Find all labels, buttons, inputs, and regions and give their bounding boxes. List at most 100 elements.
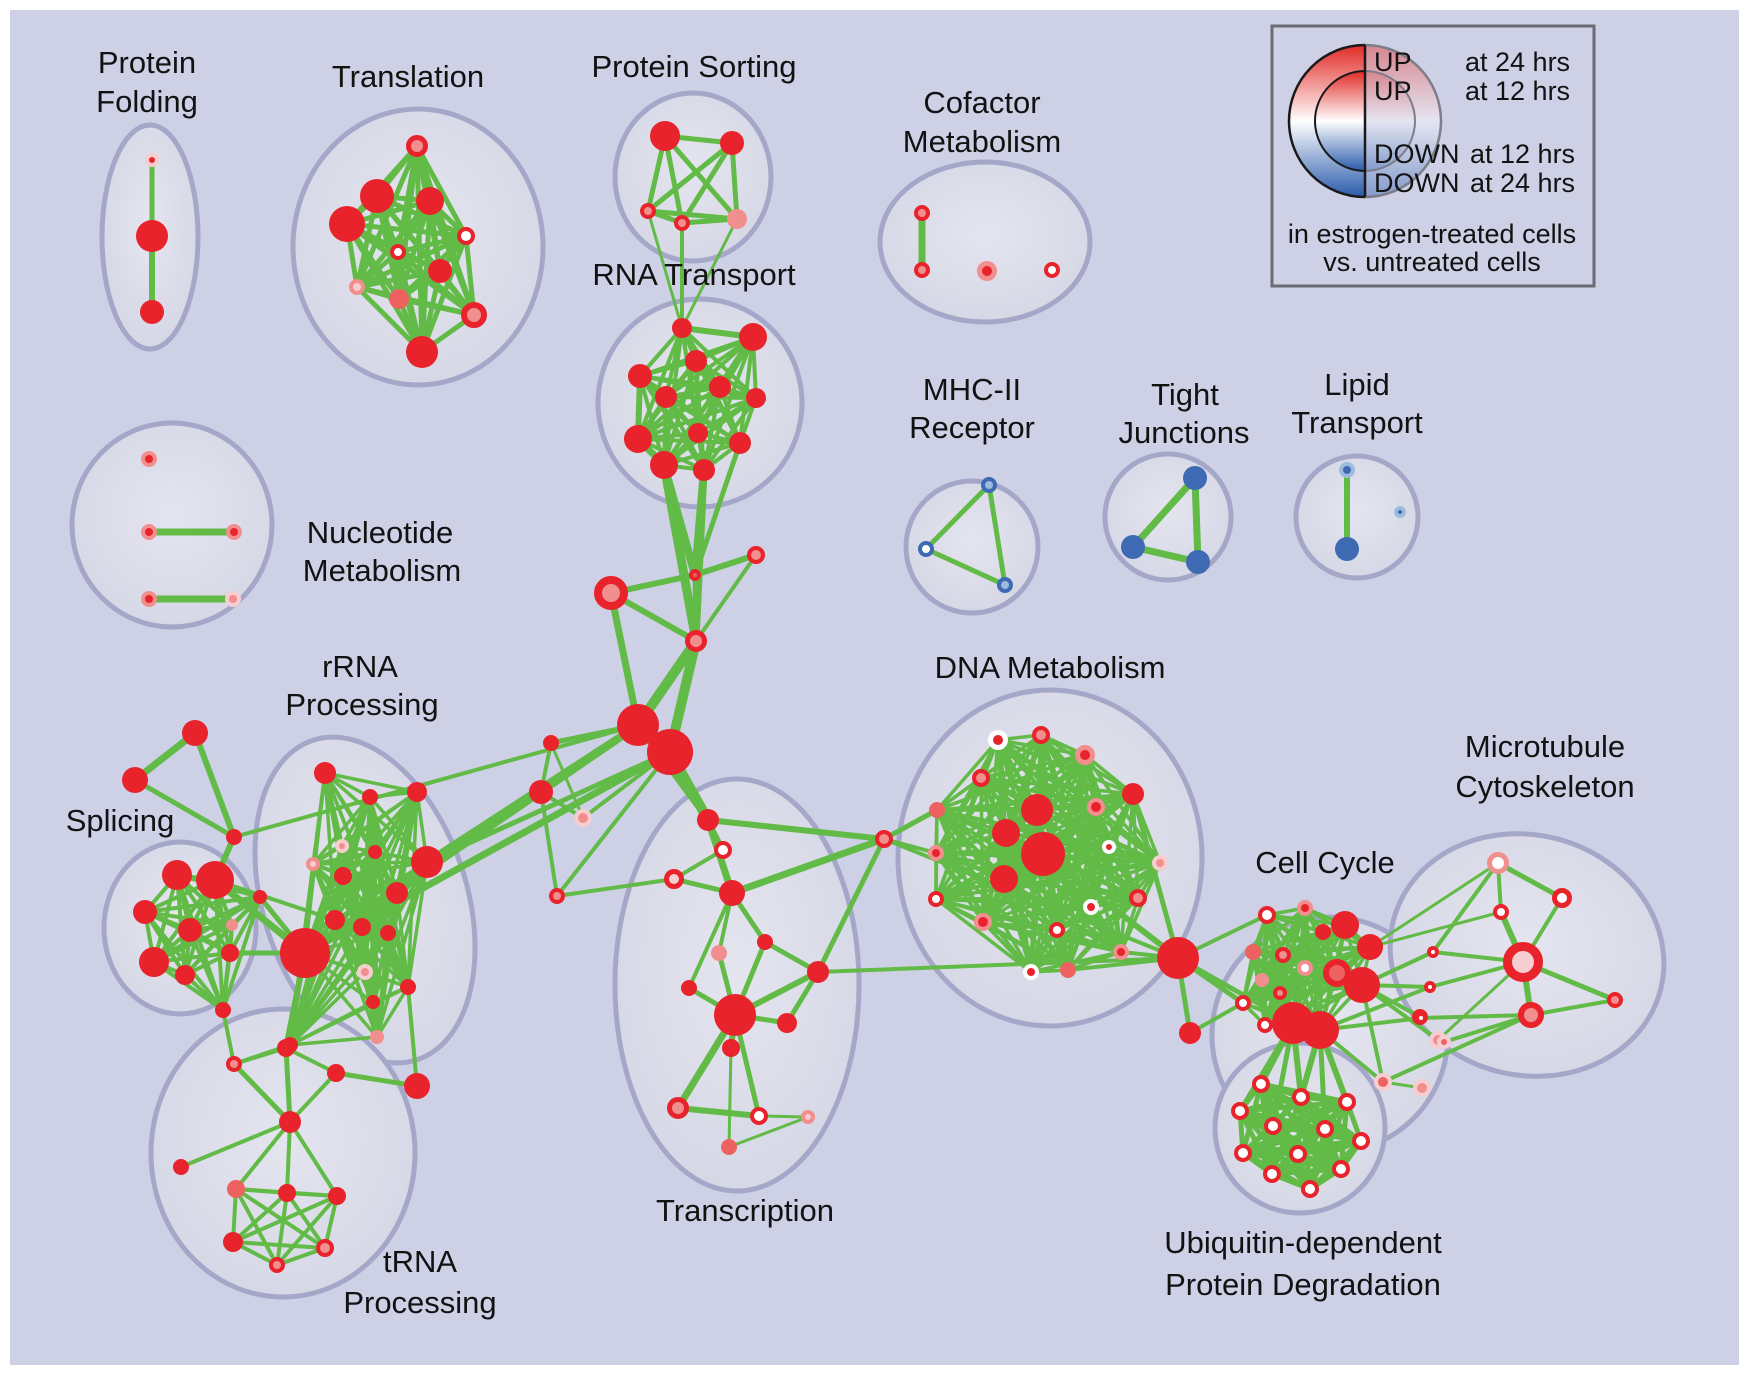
clique-edge bbox=[152, 895, 262, 964]
gene-node-cc22 bbox=[1424, 981, 1436, 993]
gene-node-ub1 bbox=[1252, 1075, 1270, 1093]
clique-edge bbox=[288, 970, 367, 1047]
clique-edge bbox=[183, 923, 234, 977]
gene-node-tg3 bbox=[226, 829, 242, 845]
gene-node-rr12 bbox=[380, 925, 396, 941]
cluster-label-cell-cycle-0: Cell Cycle bbox=[1255, 845, 1395, 880]
interaction-edge bbox=[687, 891, 734, 990]
clique-edge bbox=[979, 753, 1087, 780]
gene-node-cc24 bbox=[1437, 1035, 1451, 1049]
gene-node-ch4 bbox=[685, 630, 707, 652]
cluster-label-protein-sorting-0: Protein Sorting bbox=[591, 49, 796, 84]
gene-node-dm14 bbox=[1152, 855, 1168, 871]
cluster-label-microtubule-cytoskeleton-0: Microtubule bbox=[1465, 729, 1625, 764]
interaction-edge bbox=[1419, 1013, 1533, 1020]
gene-node-rt11 bbox=[650, 451, 678, 479]
cluster-label-splicing-0: Splicing bbox=[66, 803, 175, 838]
cluster-label-nucleotide-metabolism-0: Nucleotide bbox=[307, 515, 453, 550]
gene-node-cc18 bbox=[1413, 1079, 1431, 1097]
gene-node-rr16 bbox=[370, 1030, 384, 1044]
clique-edge bbox=[234, 1187, 279, 1267]
cluster-label-dna-metabolism-0: DNA Metabolism bbox=[935, 650, 1166, 685]
gene-node-cc12 bbox=[1273, 986, 1287, 1000]
gene-node-sp3 bbox=[133, 900, 157, 924]
gene-node-cc8 bbox=[1297, 960, 1313, 976]
gene-node-ub6 bbox=[1316, 1120, 1334, 1138]
clique-edge bbox=[344, 221, 469, 239]
gene-node-cf2 bbox=[914, 262, 930, 278]
clique-edge bbox=[1119, 896, 1140, 954]
gene-node-ub12 bbox=[1301, 1180, 1319, 1198]
gene-node-rr5 bbox=[335, 839, 349, 853]
clique-edge bbox=[702, 335, 755, 472]
clique-edge bbox=[231, 1240, 327, 1250]
interaction-edge bbox=[986, 482, 1008, 588]
gene-node-cc3 bbox=[1315, 924, 1331, 940]
gene-node-tr8 bbox=[349, 279, 365, 295]
interaction-edge bbox=[1130, 791, 1181, 961]
clique-edge bbox=[371, 860, 429, 1004]
gene-node-dm8 bbox=[1021, 832, 1065, 876]
gene-node-ch3 bbox=[594, 576, 628, 610]
gene-node-cc9 bbox=[1323, 959, 1351, 987]
clique-edge bbox=[311, 795, 372, 866]
clique-edge bbox=[275, 1194, 339, 1267]
cluster-ellipse-tight-junctions bbox=[1102, 451, 1234, 583]
clique-edge bbox=[636, 396, 758, 441]
gene-node-cc23 bbox=[1415, 1012, 1427, 1024]
interaction-edge bbox=[1040, 851, 1181, 961]
gene-node-tc10 bbox=[801, 1110, 815, 1124]
cluster-label-trna-processing-1: Processing bbox=[343, 1285, 496, 1320]
gene-node-rt10 bbox=[729, 432, 751, 454]
gene-node-lh4 bbox=[549, 888, 565, 904]
interaction-edge bbox=[705, 817, 887, 842]
gene-node-rr15 bbox=[366, 995, 380, 1009]
interaction-edge bbox=[179, 1120, 292, 1169]
gene-node-rt12 bbox=[693, 459, 715, 481]
interaction-edge bbox=[288, 1071, 338, 1124]
gene-node-rr9 bbox=[386, 882, 408, 904]
gene-node-mt5 bbox=[1518, 1002, 1544, 1028]
gene-node-cc16 bbox=[1301, 1011, 1339, 1049]
clique-edge bbox=[664, 395, 758, 400]
gene-node-rr13 bbox=[357, 964, 373, 980]
gene-node-dm3 bbox=[1075, 745, 1095, 765]
cluster-label-mhc-ii-receptor-1: Receptor bbox=[909, 410, 1035, 445]
gene-node-ub7 bbox=[1352, 1132, 1370, 1150]
gene-node-nm1 bbox=[141, 451, 157, 467]
clique-edge bbox=[406, 860, 429, 989]
legend-time-0: at 24 hrs bbox=[1465, 47, 1570, 77]
interaction-edge bbox=[727, 1115, 810, 1149]
interaction-edge bbox=[881, 807, 940, 842]
gene-node-tr1 bbox=[406, 135, 428, 157]
interaction-edge bbox=[284, 1046, 338, 1075]
clique-edge bbox=[934, 831, 1008, 901]
gene-node-tr10 bbox=[461, 302, 487, 328]
legend-box bbox=[1270, 24, 1596, 288]
cluster-label-lipid-transport-0: Lipid bbox=[1324, 367, 1390, 402]
gene-node-cc2 bbox=[1297, 900, 1313, 916]
legend-footer-1: vs. untreated cells bbox=[1323, 247, 1541, 277]
gene-node-dm19 bbox=[1049, 922, 1065, 938]
gene-node-lp3 bbox=[1394, 506, 1406, 518]
gene-node-cc17 bbox=[1374, 1073, 1392, 1091]
gene-node-rt8 bbox=[688, 423, 708, 443]
cluster-label-rrna-processing-0: rRNA bbox=[322, 649, 398, 684]
gene-node-rt5 bbox=[709, 376, 731, 398]
clique-edge bbox=[935, 776, 983, 812]
clique-edge bbox=[934, 808, 1039, 855]
cluster-label-microtubule-cytoskeleton-1: Cytoskeleton bbox=[1455, 769, 1634, 804]
gene-node-dm5 bbox=[929, 802, 945, 818]
cluster-ellipse-cofactor-metabolism bbox=[877, 159, 1093, 325]
clique-edge bbox=[1269, 1138, 1364, 1177]
cluster-label-rrna-processing-1: Processing bbox=[285, 687, 438, 722]
gene-node-rr14 bbox=[400, 979, 416, 995]
gene-node-mh2 bbox=[918, 541, 934, 557]
gene-node-ps4 bbox=[674, 215, 690, 231]
gene-node-rr7 bbox=[334, 867, 352, 885]
clique-edge bbox=[1066, 896, 1140, 972]
clique-edge bbox=[463, 233, 477, 318]
gene-node-nm4 bbox=[141, 591, 157, 607]
cluster-label-trna-processing-0: tRNA bbox=[383, 1244, 457, 1279]
clique-edge bbox=[679, 140, 735, 226]
